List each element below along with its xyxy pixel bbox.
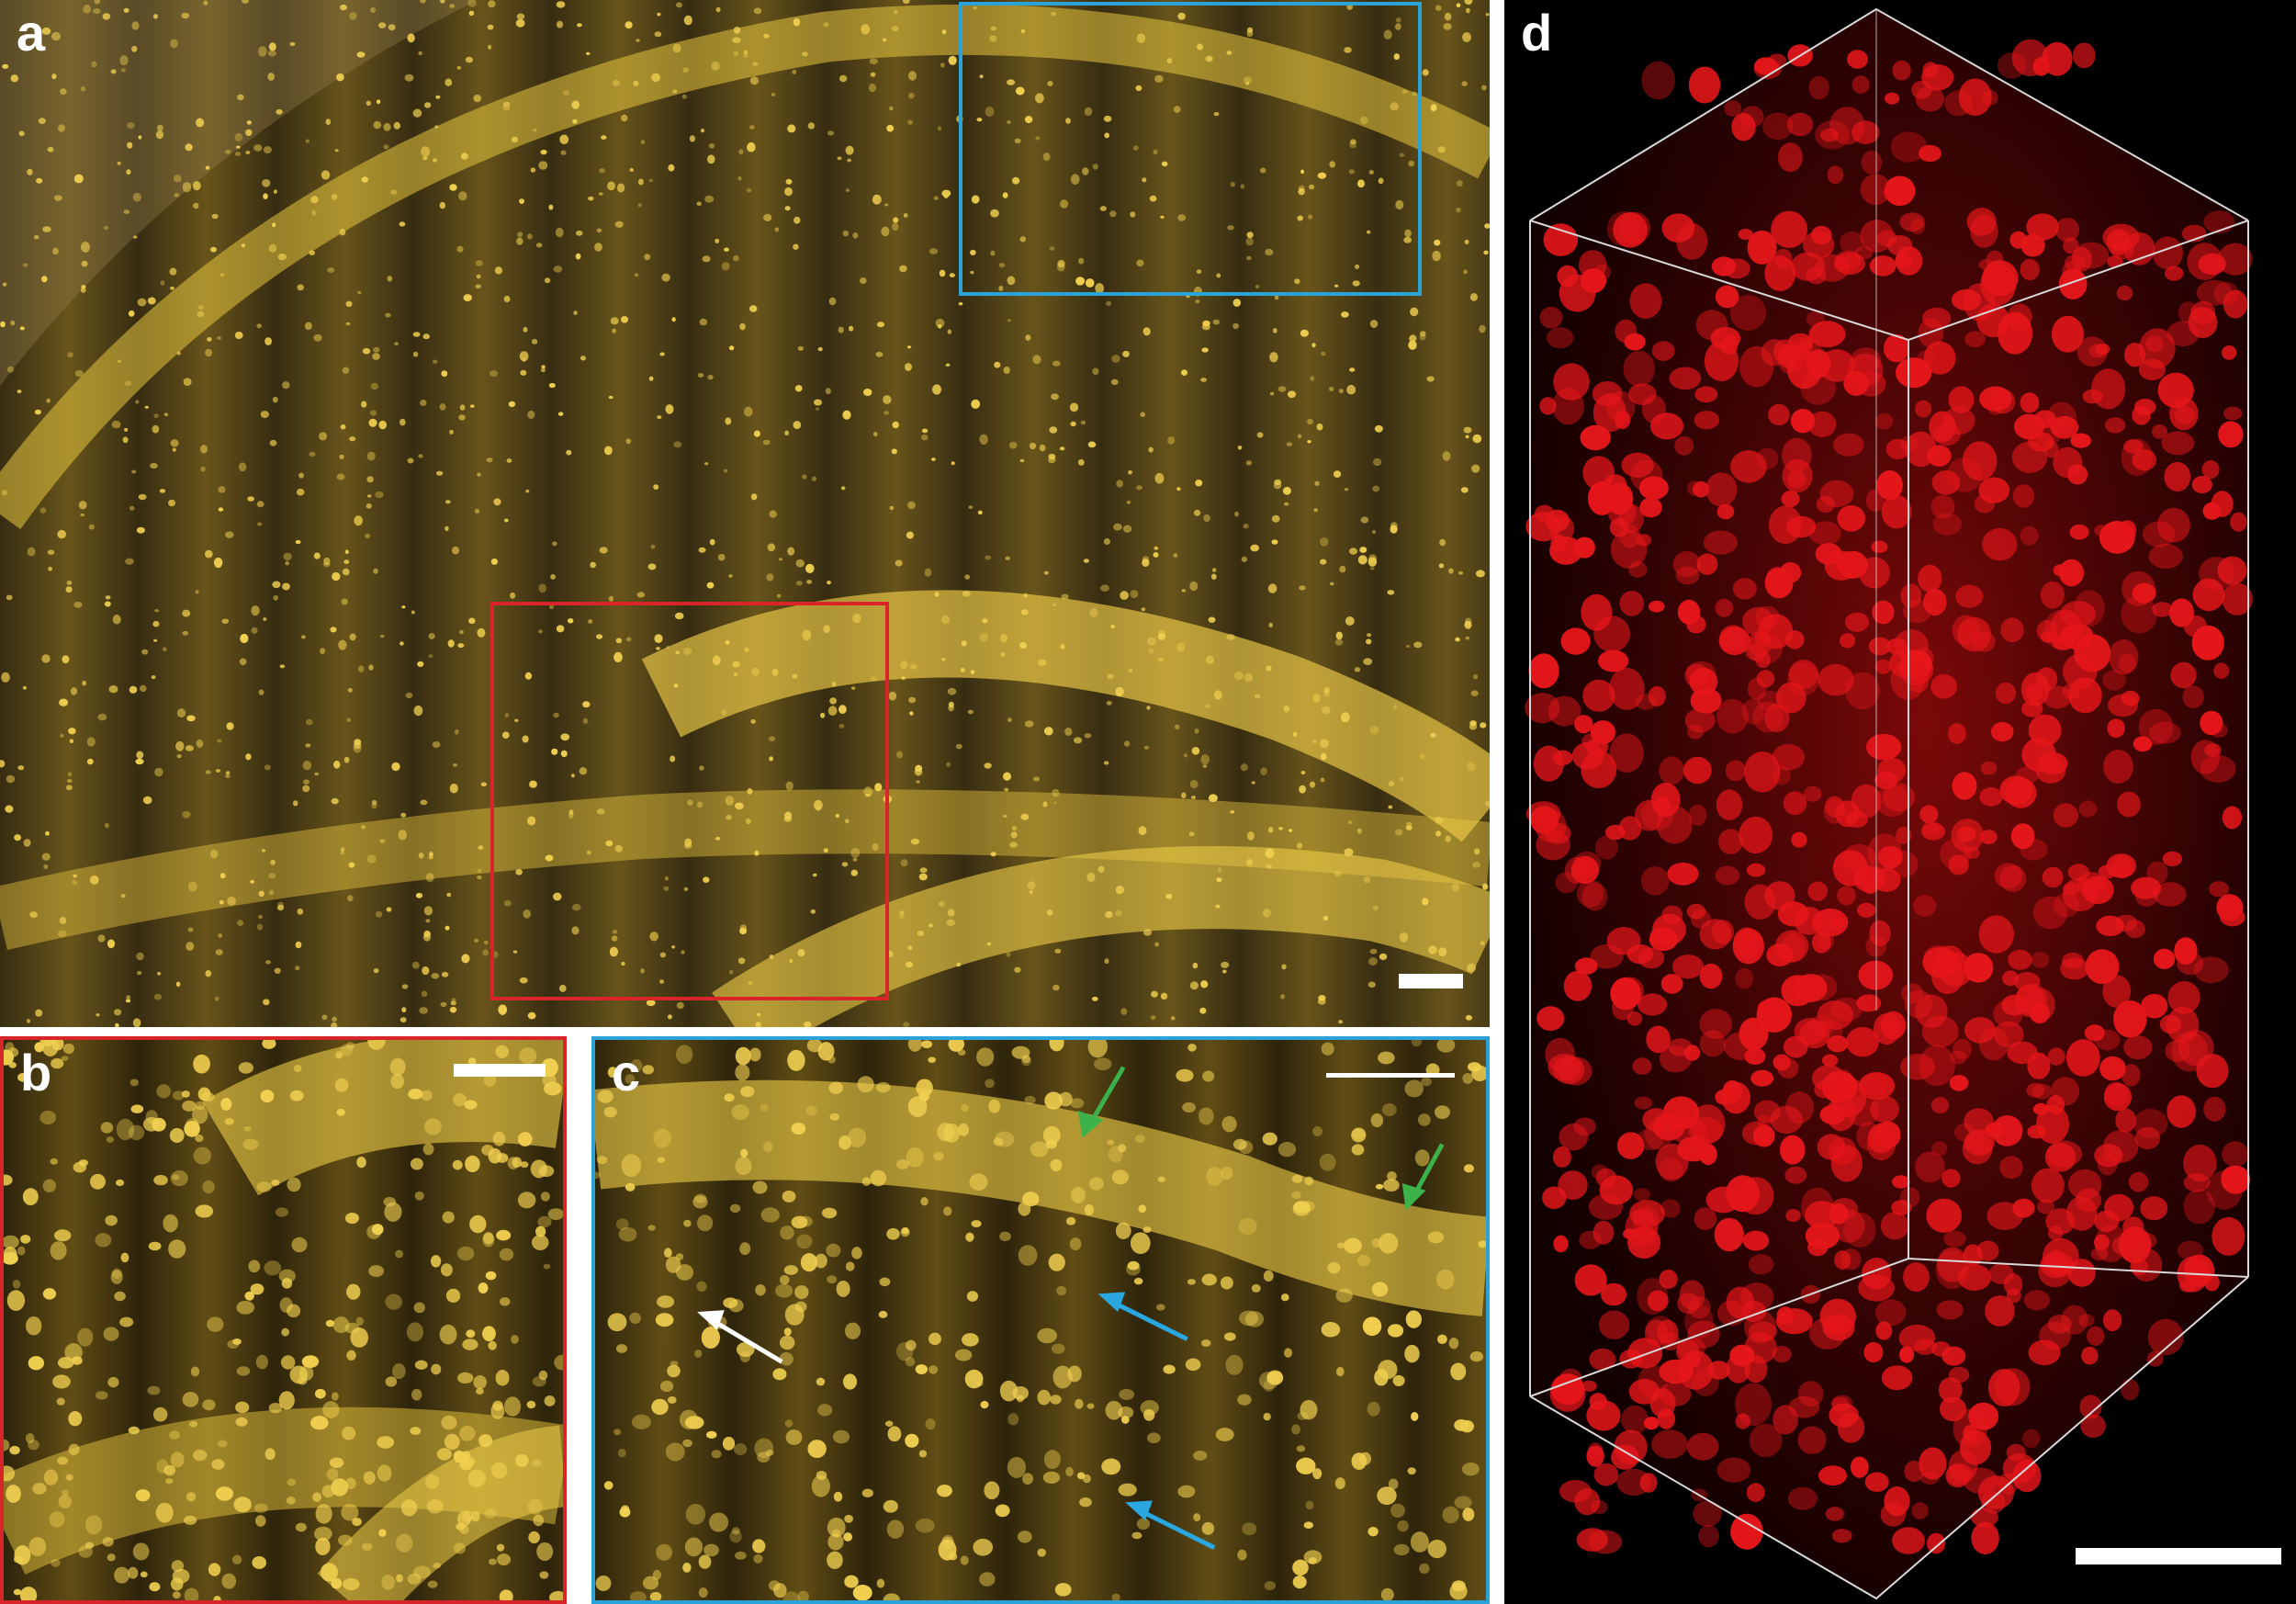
panel-label-d: d bbox=[1521, 4, 1553, 62]
cell-layer-upper bbox=[0, 4, 1490, 529]
dentate-gyrus-upper bbox=[641, 590, 1490, 842]
panel-label-c: c bbox=[612, 1044, 641, 1101]
panel-d-image bbox=[1525, 7, 2253, 1600]
panel-d: d bbox=[1504, 0, 2296, 1604]
panel-a-image bbox=[0, 0, 1490, 1027]
white-arrow bbox=[697, 1310, 783, 1364]
panel-c: c bbox=[591, 1036, 1490, 1604]
scale-bar-d bbox=[2076, 1548, 2281, 1564]
cell-layer-lower bbox=[0, 789, 1490, 951]
scale-bar-b bbox=[454, 1064, 546, 1077]
panel-b-image bbox=[4, 1040, 563, 1600]
panel-b: b bbox=[0, 1036, 567, 1604]
panel-label-b: b bbox=[20, 1044, 52, 1101]
scale-bar-c bbox=[1326, 1073, 1455, 1078]
green-arrow-1 bbox=[1077, 1066, 1126, 1138]
blue-arrow-2 bbox=[1125, 1500, 1216, 1550]
inset-box-blue bbox=[959, 2, 1422, 296]
inset-box-red bbox=[490, 602, 889, 1000]
panel-c-image bbox=[595, 1040, 1486, 1600]
dentate-gyrus-lower bbox=[712, 846, 1490, 1027]
scale-bar-a bbox=[1399, 974, 1463, 988]
panel-a: a bbox=[0, 0, 1490, 1027]
volume-bounding-box bbox=[1529, 7, 2249, 1600]
panel-label-a: a bbox=[17, 4, 46, 62]
green-arrow-2 bbox=[1401, 1143, 1445, 1211]
blue-arrow-1 bbox=[1097, 1292, 1188, 1341]
